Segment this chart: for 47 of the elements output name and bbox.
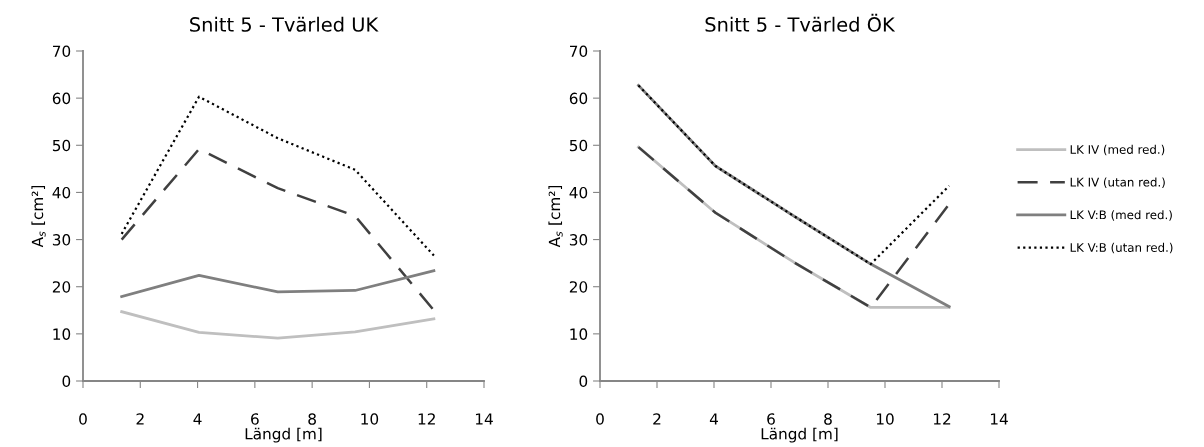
- x-tick-label: 10: [876, 413, 894, 425]
- y-tick-label: 20: [569, 281, 588, 293]
- x-axis-title: Längd [m]: [761, 427, 838, 443]
- line-series: [637, 84, 951, 266]
- x-tick-label: 8: [824, 413, 832, 425]
- legend-label: LK V:B (utan red.): [1070, 242, 1173, 254]
- line-series: [120, 147, 436, 312]
- x-tick-label: 14: [475, 413, 493, 425]
- x-tick-label: 12: [933, 413, 951, 425]
- y-tick-label: 70: [53, 45, 71, 58]
- y-tick-label: 20: [52, 281, 71, 293]
- y-tick-label: 40: [569, 186, 588, 199]
- line-series: [120, 269, 436, 298]
- y-axis-title: A$_{s}$ [cm²]: [31, 185, 46, 248]
- y-axis-title: A$_{s}$ [cm²]: [548, 185, 563, 248]
- y-tick-label: 60: [52, 92, 71, 105]
- x-tick-label: 6: [767, 413, 775, 425]
- chart-title: Snitt 5 - Tvärled UK: [190, 16, 379, 32]
- y-tick-label: 10: [570, 328, 588, 340]
- x-tick-label: 2: [136, 413, 144, 425]
- y-tick-label: 50: [52, 139, 71, 152]
- x-tick-label: 14: [990, 413, 1008, 425]
- x-tick-label: 6: [251, 413, 259, 425]
- chart-title: Snitt 5 - Tvärled ÖK: [705, 13, 896, 32]
- y-tick-label: 40: [52, 186, 71, 199]
- x-tick-label: 4: [709, 413, 718, 425]
- y-tick-label: 30: [52, 234, 71, 246]
- y-tick-label: 60: [569, 92, 588, 105]
- y-tick-label: 10: [53, 328, 71, 340]
- x-axis-title: Längd [m]: [245, 427, 322, 443]
- x-tick-label: 0: [79, 413, 87, 425]
- x-tick-label: 8: [308, 413, 316, 425]
- y-tick-label: 70: [570, 45, 588, 58]
- y-tick-label: 50: [569, 139, 588, 152]
- x-tick-label: 4: [193, 413, 202, 425]
- y-tick-label: 30: [569, 234, 588, 246]
- x-tick-label: 2: [653, 413, 661, 425]
- legend-label: LK IV (utan red.): [1070, 177, 1165, 188]
- legend-label: LK V:B (med red.): [1070, 210, 1172, 221]
- line-series: [120, 310, 436, 340]
- x-tick-label: 10: [361, 413, 379, 425]
- line-series: [120, 95, 435, 257]
- x-tick-label: 0: [596, 413, 604, 425]
- y-tick-label: 0: [62, 375, 71, 388]
- legend-label: LK IV (med red.): [1070, 144, 1165, 156]
- y-tick-label: 0: [579, 375, 588, 388]
- x-tick-label: 12: [418, 413, 435, 425]
